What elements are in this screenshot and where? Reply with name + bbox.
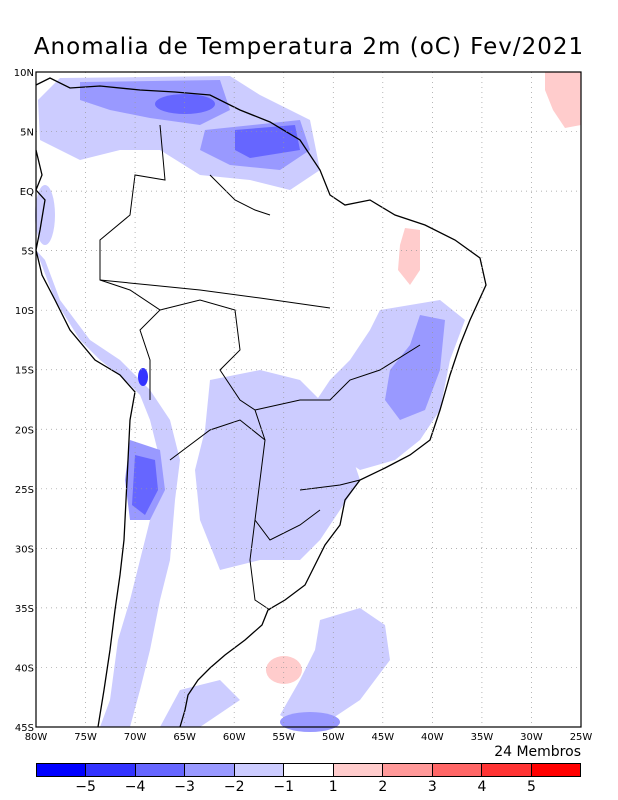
- gridlines: [36, 72, 581, 727]
- colorbar-label: −5: [75, 779, 96, 795]
- colorbar-label: 2: [378, 779, 388, 795]
- lon-tick-label: 55W: [272, 732, 295, 743]
- border-line: [299, 479, 361, 491]
- map-title: Anomalia de Temperatura 2m (oC) Fev/2021: [33, 34, 585, 60]
- members-label: 24 Membros: [494, 744, 581, 760]
- colorbar-swatch: [86, 764, 136, 776]
- colorbar-label: 1: [328, 779, 338, 795]
- colorbar-swatch: [234, 764, 285, 776]
- anomaly-region-west-amazon: [35, 185, 55, 245]
- south-america-coastline: [35, 77, 487, 728]
- border-line: [209, 174, 271, 216]
- colorbar-label: 3: [427, 779, 437, 795]
- lat-tick-label: 45S: [15, 723, 34, 734]
- lat-tick-label: 25S: [15, 485, 34, 496]
- lat-tick-label: EQ: [20, 187, 34, 198]
- anomaly-warm-northeast-corner: [545, 72, 581, 128]
- lon-tick-label: 50W: [322, 732, 345, 743]
- lon-tick-label: 75W: [74, 732, 97, 743]
- lat-tick-label: 10S: [15, 306, 34, 317]
- lon-tick-label: 60W: [223, 732, 246, 743]
- anomaly-warm-piaui: [398, 228, 420, 285]
- lon-tick-label: 40W: [421, 732, 444, 743]
- colorbar-label: −4: [124, 779, 146, 795]
- anomaly-core-south-atlantic: [280, 712, 340, 732]
- anomaly-strong-guyana: [235, 125, 300, 158]
- colorbar-label: 5: [526, 779, 536, 795]
- anomaly-strong-venezuela: [155, 94, 215, 114]
- anomaly-core-bahia: [385, 315, 445, 420]
- latitude-labels: 10N 5N EQ 5S 10S 15S 20S 25S 30S 35S 40S 45S: [14, 68, 34, 734]
- map-frame: [35, 71, 582, 728]
- lon-tick-label: 80W: [25, 732, 48, 743]
- border-line: [249, 519, 271, 611]
- colorbar-label: −2: [223, 779, 245, 795]
- lon-tick-label: 65W: [173, 732, 196, 743]
- anomaly-core-venezuela: [80, 80, 230, 125]
- colorbar-swatch: [333, 764, 384, 776]
- lat-tick-label: 15S: [15, 366, 34, 377]
- colorbar-label: −1: [273, 779, 295, 795]
- anomaly-shading: [35, 72, 581, 732]
- colorbar-label: 4: [477, 779, 487, 795]
- anomaly-strong-altiplano: [138, 368, 148, 386]
- lat-tick-label: 5S: [21, 247, 34, 258]
- lat-tick-label: 35S: [15, 604, 34, 615]
- west-coastline: [35, 149, 136, 728]
- colorbar-swatch: [135, 764, 186, 776]
- border-line: [254, 344, 421, 411]
- longitude-labels: 80W 75W 70W 65W 60W 55W 50W 45W 40W 35W 30W 25W: [25, 732, 593, 743]
- lat-tick-label: 30S: [15, 544, 34, 555]
- colorbar-label: −3: [174, 779, 195, 795]
- anomaly-region-west-coast: [36, 250, 180, 727]
- coastline: [35, 77, 487, 728]
- lat-tick-label: 10N: [14, 68, 34, 79]
- lat-tick-label: 20S: [15, 425, 34, 436]
- colorbar-swatch: [432, 764, 483, 776]
- anomaly-map: 80W 75W 70W 65W 60W 55W 50W 45W 40W 35W 30W 25W 10N…: [14, 68, 593, 743]
- colorbar-swatch: [531, 764, 580, 776]
- colorbar-swatch: [482, 764, 532, 776]
- colorbar-swatch: [185, 764, 235, 776]
- lon-tick-label: 45W: [372, 732, 395, 743]
- border-line: [169, 419, 266, 461]
- colorbar-swatch: [284, 764, 334, 776]
- lon-tick-label: 30W: [520, 732, 543, 743]
- lon-tick-label: 25W: [570, 732, 593, 743]
- lon-tick-label: 70W: [124, 732, 147, 743]
- border-line: [99, 279, 331, 309]
- anomaly-region-south-atlantic: [280, 608, 390, 727]
- anomaly-strong-chile: [132, 455, 158, 515]
- anomaly-warm-atlantic: [266, 656, 302, 684]
- anomaly-region-patagonia: [160, 680, 240, 727]
- country-borders: [99, 124, 421, 611]
- lat-tick-label: 40S: [15, 663, 34, 674]
- border-line: [159, 299, 321, 541]
- colorbar: [36, 763, 581, 777]
- lon-tick-label: 35W: [471, 732, 494, 743]
- colorbar-swatch: [383, 764, 433, 776]
- colorbar-swatch: [37, 764, 87, 776]
- anomaly-region-south-brazil: [195, 370, 360, 570]
- lat-tick-label: 5N: [20, 128, 34, 139]
